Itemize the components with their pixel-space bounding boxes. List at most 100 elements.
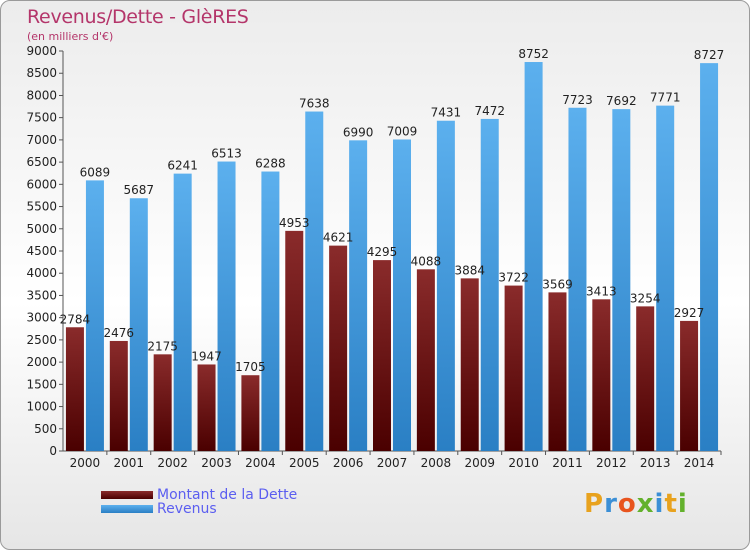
data-label-revenus: 7009: [387, 124, 418, 138]
data-label-revenus: 7723: [562, 93, 593, 107]
data-label-dette: 4088: [411, 254, 442, 268]
data-label-dette: 4953: [279, 216, 310, 230]
data-label-dette: 3254: [630, 291, 661, 305]
bar-dette: [109, 340, 128, 451]
y-tick-label: 7500: [26, 111, 57, 125]
x-tick-label: 2001: [114, 456, 145, 470]
bar-dette: [329, 245, 348, 451]
bar-revenus: [217, 161, 236, 452]
legend-swatch-revenus: [101, 505, 153, 513]
bar-revenus: [436, 120, 455, 451]
data-label-dette: 1705: [235, 360, 266, 374]
y-tick-label: 8000: [26, 88, 57, 102]
y-tick-label: 3000: [26, 311, 57, 325]
y-tick-label: 6000: [26, 177, 57, 191]
data-label-revenus: 6288: [255, 157, 286, 171]
legend-label-dette: Montant de la Dette: [157, 487, 298, 503]
data-label-revenus: 6089: [80, 165, 111, 179]
y-tick-label: 7000: [26, 133, 57, 147]
bar-dette: [285, 230, 304, 451]
bar-dette: [636, 306, 655, 451]
y-tick-label: 5000: [26, 222, 57, 236]
data-label-dette: 3884: [454, 263, 485, 277]
y-tick-label: 4500: [26, 244, 57, 258]
bar-revenus: [568, 107, 587, 451]
bar-dette: [416, 269, 435, 451]
y-tick-label: 6500: [26, 155, 57, 169]
y-tick-label: 5500: [26, 200, 57, 214]
bar-revenus: [656, 105, 675, 451]
legend-label-revenus: Revenus: [157, 501, 217, 517]
data-label-revenus: 8727: [694, 48, 725, 62]
x-tick-label: 2010: [508, 456, 539, 470]
data-label-dette: 1947: [191, 349, 222, 363]
y-tick-label: 2500: [26, 333, 57, 347]
bar-dette: [65, 327, 84, 451]
x-tick-label: 2000: [70, 456, 101, 470]
y-tick-label: 1000: [26, 400, 57, 414]
legend-swatch-dette: [101, 491, 153, 499]
data-label-revenus: 5687: [124, 183, 155, 197]
bar-revenus: [85, 180, 104, 451]
x-tick-label: 2004: [245, 456, 276, 470]
y-tick-label: 4000: [26, 266, 57, 280]
y-tick-label: 2000: [26, 355, 57, 369]
data-label-dette: 2927: [674, 306, 705, 320]
data-label-dette: 3569: [542, 277, 573, 291]
bar-dette: [592, 299, 611, 451]
data-label-dette: 3413: [586, 284, 617, 298]
chart-title: Revenus/Dette - GlèRES: [27, 6, 249, 28]
bar-dette: [153, 354, 172, 451]
bar-revenus: [480, 118, 499, 452]
data-label-revenus: 6990: [343, 125, 374, 139]
x-tick-label: 2009: [464, 456, 495, 470]
bar-revenus: [393, 139, 411, 451]
data-label-dette: 4621: [323, 231, 354, 245]
x-tick-label: 2006: [333, 456, 364, 470]
bar-revenus: [305, 111, 324, 452]
x-tick-label: 2012: [596, 456, 627, 470]
y-tick-label: 500: [34, 422, 57, 436]
x-tick-label: 2007: [377, 456, 408, 470]
data-label-revenus: 7771: [650, 91, 681, 105]
bar-dette: [241, 375, 260, 451]
proxiti-logo: Proxiti: [584, 489, 688, 519]
y-tick-label: 0: [49, 444, 57, 458]
bar-revenus: [129, 198, 148, 451]
data-label-revenus: 7431: [431, 106, 462, 120]
data-label-dette: 4295: [367, 245, 398, 259]
data-label-dette: 2784: [60, 312, 91, 326]
bar-revenus: [173, 173, 192, 451]
data-label-revenus: 6241: [167, 159, 198, 173]
data-label-revenus: 8752: [518, 47, 549, 61]
bar-revenus: [349, 140, 368, 452]
x-tick-label: 2003: [201, 456, 232, 470]
y-tick-label: 8500: [26, 66, 57, 80]
y-tick-label: 3500: [26, 288, 57, 302]
bar-dette: [197, 364, 216, 451]
bar-revenus: [524, 62, 543, 452]
bar-dette: [460, 278, 479, 451]
x-tick-label: 2005: [289, 456, 320, 470]
data-label-revenus: 7638: [299, 97, 330, 111]
y-tick-label: 9000: [26, 44, 57, 58]
x-tick-label: 2008: [421, 456, 452, 470]
x-tick-label: 2002: [157, 456, 188, 470]
data-label-revenus: 6513: [211, 147, 242, 161]
bar-dette: [504, 285, 523, 451]
bar-dette: [548, 292, 567, 451]
x-tick-label: 2011: [552, 456, 583, 470]
bar-revenus: [261, 171, 280, 452]
data-label-revenus: 7692: [606, 94, 637, 108]
data-label-dette: 2476: [104, 326, 135, 340]
y-tick-label: 1500: [26, 377, 57, 391]
x-tick-label: 2013: [640, 456, 671, 470]
bar-dette: [373, 260, 391, 451]
bar-revenus: [612, 109, 631, 451]
chart-subtitle: (en milliers d'€): [27, 30, 114, 43]
data-label-revenus: 7472: [474, 104, 505, 118]
bar-dette: [680, 320, 699, 451]
x-tick-label: 2014: [684, 456, 715, 470]
